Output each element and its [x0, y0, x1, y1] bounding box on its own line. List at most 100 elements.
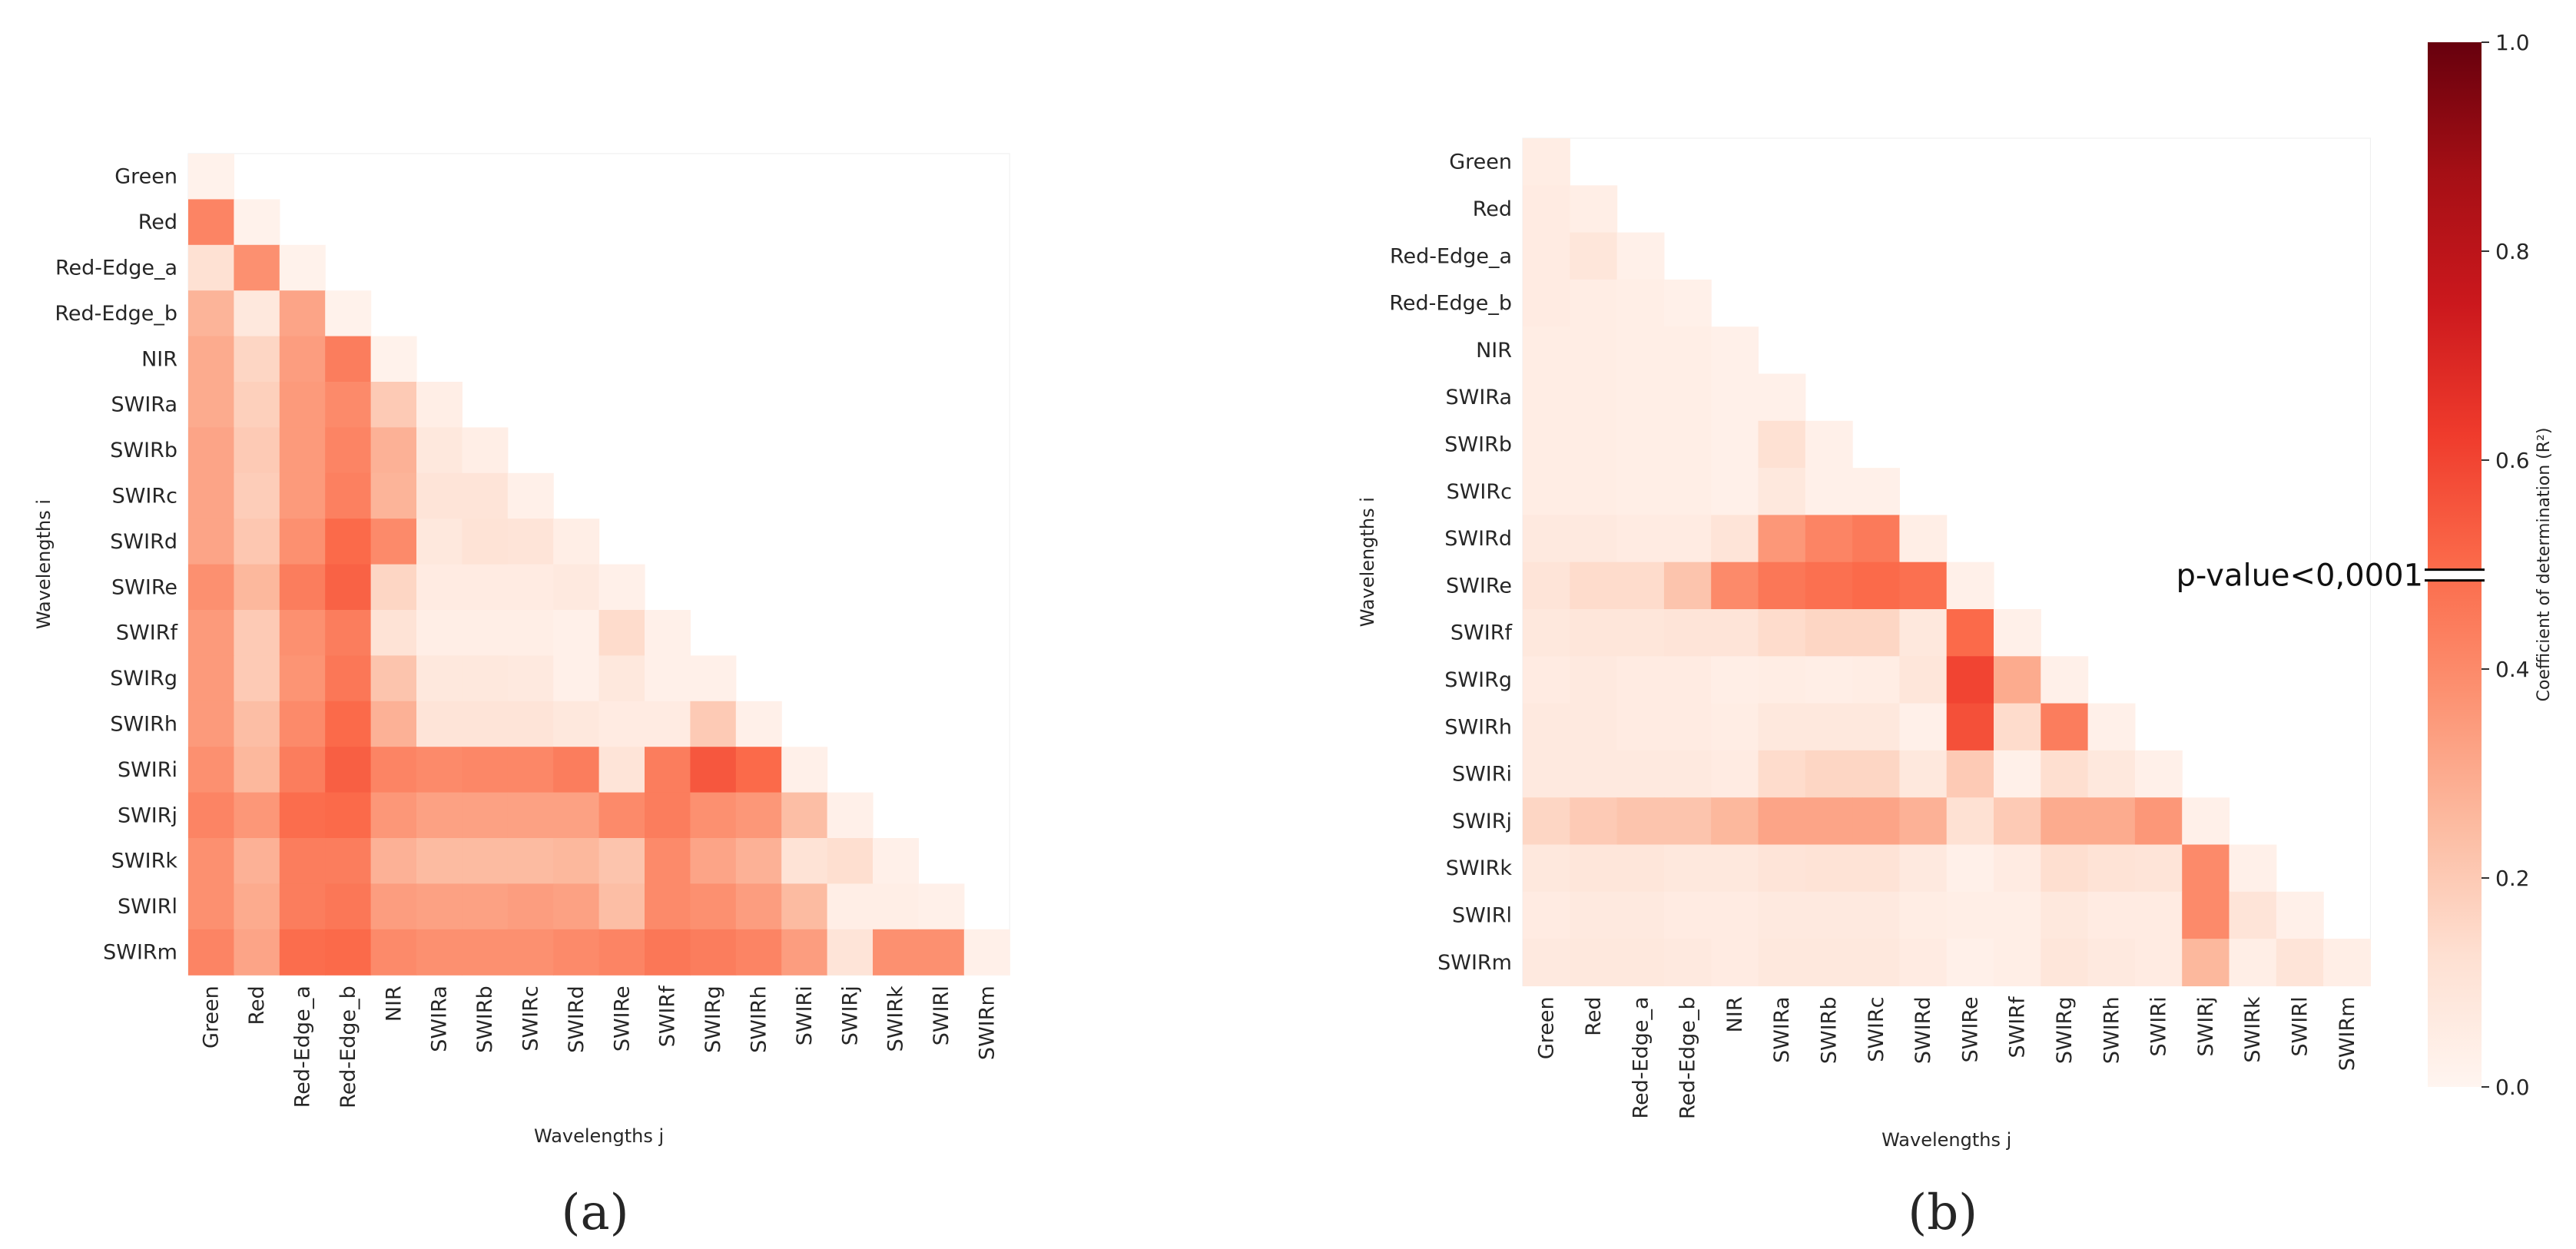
- heatmap-a-cell-SWIRi-SWIRe: [598, 747, 645, 793]
- heatmap-a-column-label: SWIRd: [565, 986, 588, 1053]
- heatmap-a-cell-NIR-Red: [234, 336, 280, 383]
- heatmap-b-y-axis-label: Wavelengths i: [1357, 497, 1378, 627]
- heatmap-a-cell-SWIRc-SWIRc: [507, 472, 554, 519]
- heatmap-a-row-label: SWIRh: [110, 713, 177, 737]
- heatmap-b-cell-SWIRk-SWIRi: [2134, 844, 2183, 893]
- heatmap-b-column-label: SWIRf: [2006, 996, 2030, 1059]
- heatmap-a-cell-SWIRj-SWIRg: [690, 792, 737, 839]
- heatmap-b-row-label: Red-Edge_a: [1390, 244, 1512, 268]
- heatmap-a-cell-SWIRk-SWIRh: [735, 838, 782, 884]
- heatmap-b-row-label: SWIRd: [1444, 527, 1512, 551]
- heatmap-b-cell-SWIRi-SWIRg: [2041, 750, 2089, 798]
- heatmap-b-cell-SWIRb-SWIRa: [1758, 420, 1806, 469]
- heatmap-a-cell-SWIRe-NIR: [370, 564, 417, 611]
- heatmap-b-row-label: SWIRk: [1446, 856, 1513, 880]
- heatmap-b-cell-SWIRk-SWIRk: [2229, 844, 2277, 893]
- heatmap-b-cell-SWIRm-SWIRa: [1758, 939, 1806, 986]
- heatmap-b-cell-SWIRm-Red: [1570, 939, 1618, 986]
- heatmap-a-cell-SWIRm-SWIRg: [690, 929, 737, 976]
- heatmap-a-cell-SWIRm-SWIRi: [781, 929, 828, 976]
- heatmap-a-cell-SWIRe-SWIRd: [553, 564, 600, 611]
- heatmap-b-cell-SWIRi-SWIRa: [1758, 750, 1806, 798]
- heatmap-a-cell-SWIRf-SWIRa: [416, 610, 462, 656]
- heatmap-b-cell-SWIRj-SWIRd: [1899, 797, 1948, 846]
- heatmap-a-cell-SWIRc-Red: [234, 472, 280, 519]
- heatmap-a-cell-SWIRc-NIR: [370, 472, 417, 519]
- heatmap-b-cell-SWIRm-SWIRi: [2134, 939, 2183, 986]
- heatmap-a-cell-SWIRi-Red-Edge_a: [279, 747, 326, 793]
- heatmap-a-cell-SWIRi-SWIRc: [507, 747, 554, 793]
- heatmap-a-row-label: SWIRb: [110, 439, 177, 462]
- heatmap-b-cell-SWIRd-SWIRa: [1758, 515, 1806, 563]
- heatmap-a-cell-SWIRc-Red-Edge_a: [279, 472, 326, 519]
- heatmap-b-cell-SWIRb-SWIRb: [1805, 420, 1853, 469]
- heatmap-b-cell-SWIRi-SWIRe: [1946, 750, 1994, 798]
- heatmap-b-cell-SWIRf-Red-Edge_a: [1616, 609, 1665, 657]
- colorbar-threshold-marker: [2425, 568, 2485, 582]
- heatmap-b-cell-SWIRd-Red: [1570, 515, 1618, 563]
- heatmap-a-cell-SWIRh-Red: [234, 701, 280, 747]
- heatmap-a-cell-SWIRk-Green: [188, 838, 234, 884]
- heatmap-b-cell-SWIRl-SWIRl: [2276, 891, 2324, 939]
- heatmap-b-cell-SWIRe-NIR: [1711, 562, 1759, 610]
- heatmap-b-cell-SWIRe-Red-Edge_b: [1663, 562, 1712, 610]
- heatmap-b-cell-SWIRi-Red-Edge_a: [1616, 750, 1665, 798]
- heatmap-a-cell-SWIRg-SWIRb: [462, 655, 509, 702]
- heatmap-b-cell-Red-Edge_b-Green: [1523, 279, 1570, 327]
- heatmap-b-column-label: Red: [1582, 996, 1606, 1035]
- threshold-label: p-value<0,0001: [2177, 558, 2423, 594]
- heatmap-b-cell-SWIRk-SWIRf: [1994, 844, 2041, 893]
- heatmap-b-cell-SWIRm-Red-Edge_a: [1616, 939, 1665, 986]
- heatmap-a-cell-SWIRh-SWIRh: [735, 701, 782, 747]
- heatmap-b-cell-SWIRj-Green: [1523, 797, 1570, 846]
- panel-b-label: (b): [1908, 1184, 1978, 1241]
- heatmap-a-cell-SWIRk-Red: [234, 838, 280, 884]
- heatmap-a-cell-SWIRf-SWIRc: [507, 610, 554, 656]
- heatmap-b-cell-Green-Green: [1523, 138, 1570, 186]
- heatmap-b-cell-SWIRa-SWIRa: [1758, 373, 1806, 422]
- heatmap-b-cell-SWIRd-SWIRb: [1805, 515, 1853, 563]
- heatmap-b-cell-SWIRi-SWIRb: [1805, 750, 1853, 798]
- heatmap-a-cell-SWIRg-NIR: [370, 655, 417, 702]
- heatmap-a-cell-SWIRa-Green: [188, 382, 234, 428]
- heatmap-a-cell-SWIRh-Red-Edge_a: [279, 701, 326, 747]
- colorbar-ticks: 0.0 0.2 0.4 0.6 0.8 1.0: [2482, 30, 2530, 1100]
- heatmap-b-cell-SWIRa-Red: [1570, 373, 1618, 422]
- heatmap-b-cell-SWIRe-SWIRc: [1852, 562, 1900, 610]
- heatmap-b-cell-SWIRc-Red-Edge_b: [1663, 468, 1712, 515]
- heatmap-b-cell-SWIRj-Red: [1570, 797, 1618, 846]
- heatmap-b-cell-SWIRg-Red-Edge_a: [1616, 656, 1665, 704]
- heatmap-b-cell-SWIRe-Red: [1570, 562, 1618, 610]
- heatmap-a-cell-SWIRd-SWIRc: [507, 518, 554, 565]
- heatmap-a-row-label: Red-Edge_a: [55, 257, 177, 280]
- heatmap-b-cell-SWIRk-SWIRe: [1946, 844, 1994, 893]
- heatmap-a-cell-SWIRm-SWIRc: [507, 929, 554, 976]
- heatmap-a-cell-SWIRc-SWIRa: [416, 472, 462, 519]
- heatmap-a-cell-SWIRi-Red-Edge_b: [325, 747, 372, 793]
- heatmap-a-cell-SWIRd-Red-Edge_a: [279, 518, 326, 565]
- heatmap-a-cell-SWIRm-SWIRf: [645, 929, 691, 976]
- heatmap-a-cell-SWIRk-SWIRb: [462, 838, 509, 884]
- heatmap-a-cell-SWIRd-SWIRa: [416, 518, 462, 565]
- heatmap-a-cell-SWIRm-Red-Edge_b: [325, 929, 372, 976]
- heatmap-b-cell-SWIRh-SWIRh: [2087, 703, 2136, 751]
- panel-a-label: (a): [562, 1184, 629, 1241]
- heatmap-b-cell-SWIRh-Red: [1570, 703, 1618, 751]
- heatmap-b-cell-SWIRd-NIR: [1711, 515, 1759, 563]
- heatmap-b-cell-SWIRl-SWIRg: [2041, 891, 2089, 939]
- heatmap-a-cell-SWIRl-SWIRg: [690, 883, 737, 930]
- heatmap-b-cell-SWIRl-Green: [1523, 891, 1570, 939]
- heatmap-a-cell-SWIRi-NIR: [370, 747, 417, 793]
- heatmap-a-cell-SWIRb-Red: [234, 427, 280, 474]
- heatmap-b-cell-SWIRf-SWIRd: [1899, 609, 1948, 657]
- heatmap-a-cell-SWIRi-SWIRf: [645, 747, 691, 793]
- heatmap-b-cell-NIR-Red-Edge_b: [1663, 326, 1712, 375]
- heatmap-a-column-label: SWIRl: [930, 986, 953, 1045]
- heatmap-b-cell-SWIRh-SWIRa: [1758, 703, 1806, 751]
- heatmap-b-cell-SWIRl-SWIRi: [2134, 891, 2183, 939]
- heatmap-a-cell-SWIRm-SWIRm: [963, 929, 1010, 976]
- heatmap-b-column-label: SWIRk: [2241, 996, 2265, 1063]
- heatmap-a-cell-SWIRh-SWIRf: [645, 701, 691, 747]
- heatmap-a-cell-SWIRf-Green: [188, 610, 234, 656]
- heatmap-b-cell-SWIRh-SWIRd: [1899, 703, 1948, 751]
